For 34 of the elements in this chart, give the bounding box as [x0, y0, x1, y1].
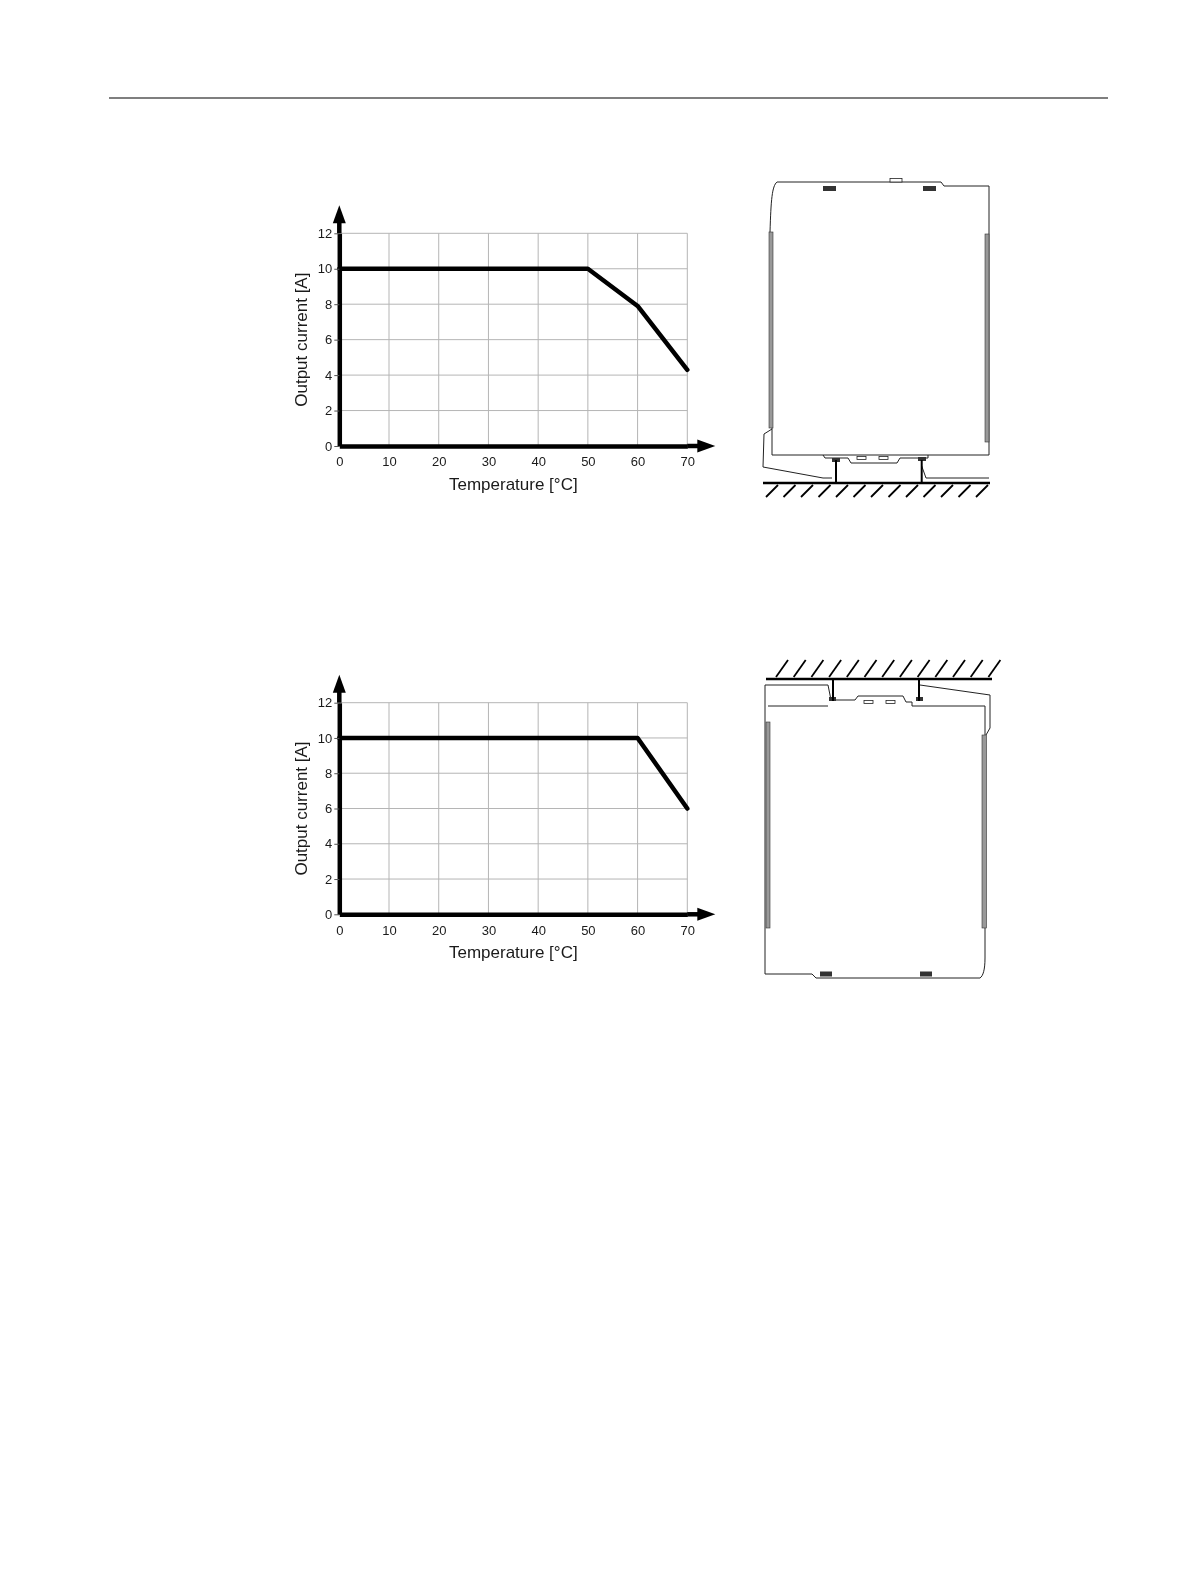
x-tick-label: 40	[531, 454, 546, 470]
x-tick-label: 70	[680, 454, 696, 470]
x-axis-title: Temperature [°C]	[448, 475, 578, 494]
x-tick-label: 0	[336, 454, 344, 470]
x-tick-label: 60	[630, 454, 646, 470]
y-tick-label: 12	[317, 225, 333, 241]
x-tick-label: 40	[531, 922, 546, 938]
y-tick-label: 0	[325, 906, 333, 922]
y-tick-label: 8	[325, 296, 333, 312]
y-tick-label: 0	[325, 438, 333, 454]
x-tick-label: 30	[481, 454, 497, 470]
x-axis-title: Temperature [°C]	[448, 943, 578, 963]
x-tick-label: 60	[630, 922, 646, 938]
x-tick-label: 10	[382, 922, 397, 938]
x-tick-label: 0	[336, 922, 344, 938]
x-tick-label: 30	[481, 922, 497, 938]
y-tick-label: 2	[325, 403, 333, 419]
x-tick-label: 50	[581, 454, 596, 470]
x-tick-label: 50	[581, 922, 596, 938]
y-axis-title: Output current [A]	[291, 741, 311, 876]
y-tick-label: 4	[325, 367, 333, 383]
x-tick-label: 10	[382, 454, 397, 470]
y-tick-label: 10	[317, 730, 333, 746]
y-tick-label: 8	[325, 765, 333, 781]
x-tick-label: 20	[431, 454, 447, 470]
y-tick-label: 6	[325, 332, 333, 348]
x-tick-label: 20	[431, 922, 447, 938]
y-tick-label: 4	[325, 836, 333, 852]
y-tick-label: 12	[317, 695, 333, 711]
y-tick-label: 6	[325, 801, 333, 817]
y-tick-label: 2	[325, 871, 333, 887]
y-axis-title: Output current [A]	[291, 272, 311, 407]
x-tick-label: 70	[680, 922, 696, 938]
y-tick-label: 10	[317, 261, 333, 277]
